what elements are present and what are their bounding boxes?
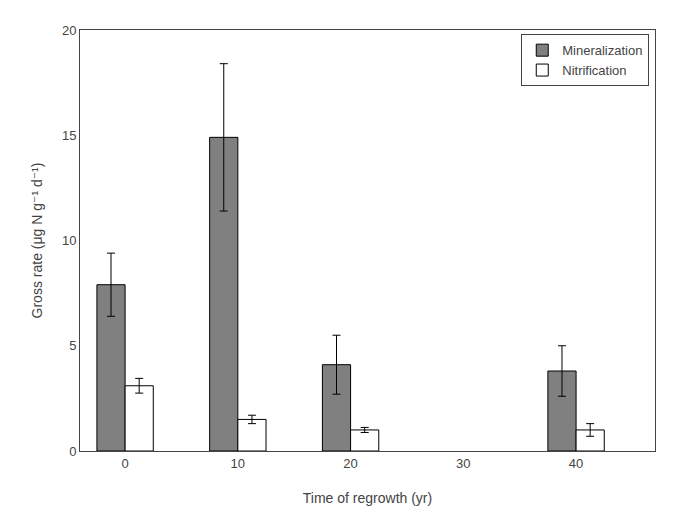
svg-text:0: 0 <box>69 444 76 459</box>
svg-text:30: 30 <box>456 456 470 471</box>
svg-text:0: 0 <box>121 456 128 471</box>
svg-text:10: 10 <box>231 456 245 471</box>
svg-text:Mineralization: Mineralization <box>562 43 642 58</box>
svg-text:15: 15 <box>62 128 76 143</box>
svg-text:Time of regrowth (yr): Time of regrowth (yr) <box>303 490 432 506</box>
svg-text:10: 10 <box>62 233 76 248</box>
svg-text:20: 20 <box>62 23 76 38</box>
svg-text:Nitrification: Nitrification <box>562 63 626 78</box>
svg-text:40: 40 <box>569 456 583 471</box>
svg-text:Gross rate (μg N g⁻¹ d⁻¹): Gross rate (μg N g⁻¹ d⁻¹) <box>29 163 45 319</box>
svg-text:5: 5 <box>69 338 76 353</box>
svg-text:20: 20 <box>343 456 357 471</box>
